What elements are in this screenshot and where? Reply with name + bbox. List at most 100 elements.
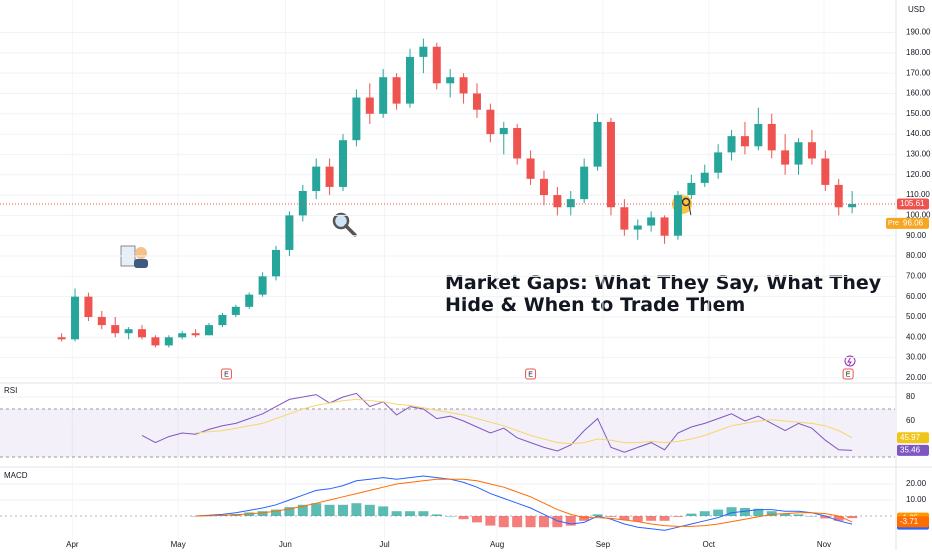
candle-body	[432, 46, 441, 84]
event-label: E	[224, 371, 229, 378]
event-marker	[525, 368, 537, 380]
candle-body	[580, 166, 589, 200]
histogram-bar	[458, 516, 469, 520]
candle-body	[553, 195, 562, 208]
candle-body	[848, 203, 857, 208]
pane-label: MACD	[4, 471, 28, 480]
histogram-bar	[297, 504, 308, 516]
price-tag	[897, 432, 929, 444]
histogram-bar	[739, 508, 750, 516]
histogram-bar	[257, 511, 268, 516]
y-tick-label: 70.00	[906, 271, 927, 280]
y-tick-label: 80.00	[906, 251, 927, 260]
x-tick-label: Sep	[596, 540, 611, 549]
price-tag	[897, 444, 929, 456]
y-tick-label: 140.00	[906, 129, 931, 138]
candle-body	[312, 166, 321, 191]
histogram-bar	[271, 509, 282, 516]
histogram-bar	[552, 516, 563, 528]
presenter-icon	[120, 245, 148, 268]
histogram-bar	[713, 509, 724, 516]
price-tag	[897, 198, 929, 210]
candle-body	[807, 142, 816, 159]
histogram-bar	[378, 506, 389, 516]
histogram-bar	[820, 516, 831, 519]
x-tick-label: Apr	[66, 540, 79, 549]
candle-body	[486, 109, 495, 135]
histogram-bar	[579, 516, 590, 521]
y-tick-label: 190.00	[906, 28, 931, 37]
histogram-bar	[672, 516, 683, 517]
histogram-bar	[632, 516, 643, 522]
histogram-bar	[766, 511, 777, 516]
candle-body	[325, 166, 334, 187]
y-tick-label: 20.00	[906, 373, 927, 382]
event-icon	[844, 355, 856, 367]
candle-body	[700, 172, 709, 183]
y-tick-label: 40.00	[906, 332, 927, 341]
histogram-bar	[391, 511, 402, 516]
candle-body	[472, 93, 481, 110]
candle-body	[151, 337, 160, 346]
candle-body	[526, 158, 535, 179]
histogram-bar	[793, 514, 804, 516]
candle-body	[405, 56, 414, 104]
price-tag-label: 35.46	[900, 446, 921, 455]
candle-body	[647, 217, 656, 226]
histogram-bar	[404, 511, 415, 516]
candle-body	[392, 77, 401, 104]
y-tick-label: 90.00	[906, 231, 927, 240]
y-tick-label: 100.00	[906, 210, 931, 219]
histogram-bar	[311, 503, 322, 516]
candle-body	[513, 128, 522, 159]
price-tag-label: -3.71	[900, 517, 919, 526]
y-tick-label: 80	[906, 392, 915, 401]
candle-body	[178, 333, 187, 338]
candle-body	[231, 306, 240, 315]
candle-body	[124, 329, 133, 334]
candle-body	[191, 333, 200, 336]
candle-body	[566, 199, 575, 208]
candle-body	[138, 329, 147, 338]
candle-body	[338, 140, 347, 187]
series-line	[141, 392, 853, 453]
x-tick-label: Nov	[817, 540, 831, 549]
x-tick-label: Jun	[279, 540, 292, 549]
candle-body	[714, 152, 723, 173]
y-tick-label: 130.00	[906, 150, 931, 159]
event-label: E	[528, 371, 533, 378]
y-tick-label: 170.00	[906, 68, 931, 77]
candle-body	[71, 296, 80, 340]
event-marker	[842, 368, 854, 380]
y-tick-label: 20.00	[906, 479, 927, 488]
histogram-bar	[659, 516, 670, 521]
candle-body	[365, 97, 374, 114]
y-tick-label: 30.00	[906, 353, 927, 362]
x-tick-label: Oct	[703, 540, 716, 549]
histogram-bar	[646, 516, 657, 521]
histogram-bar	[337, 504, 348, 516]
candle-body	[593, 121, 602, 167]
candle-body	[767, 123, 776, 151]
candle-body	[285, 215, 294, 250]
candle-body	[459, 77, 468, 94]
event-marker	[220, 368, 232, 380]
histogram-bar	[565, 516, 576, 526]
candle-body	[57, 337, 66, 340]
x-tick-label: Aug	[490, 540, 504, 549]
candle-body	[218, 314, 227, 326]
magnifier-icon	[332, 212, 357, 237]
histogram-bar	[847, 516, 858, 519]
series-line	[195, 398, 853, 445]
candle-body	[111, 325, 120, 334]
candle-body	[606, 121, 615, 208]
pre-price-value: 96.06	[903, 218, 924, 227]
histogram-bar	[605, 516, 616, 517]
x-tick-label: May	[171, 540, 186, 549]
y-tick-label: 120.00	[906, 170, 931, 179]
histogram-bar	[512, 516, 523, 528]
candle-body	[446, 77, 455, 84]
histogram-bar	[324, 504, 335, 516]
series-line	[195, 478, 853, 527]
